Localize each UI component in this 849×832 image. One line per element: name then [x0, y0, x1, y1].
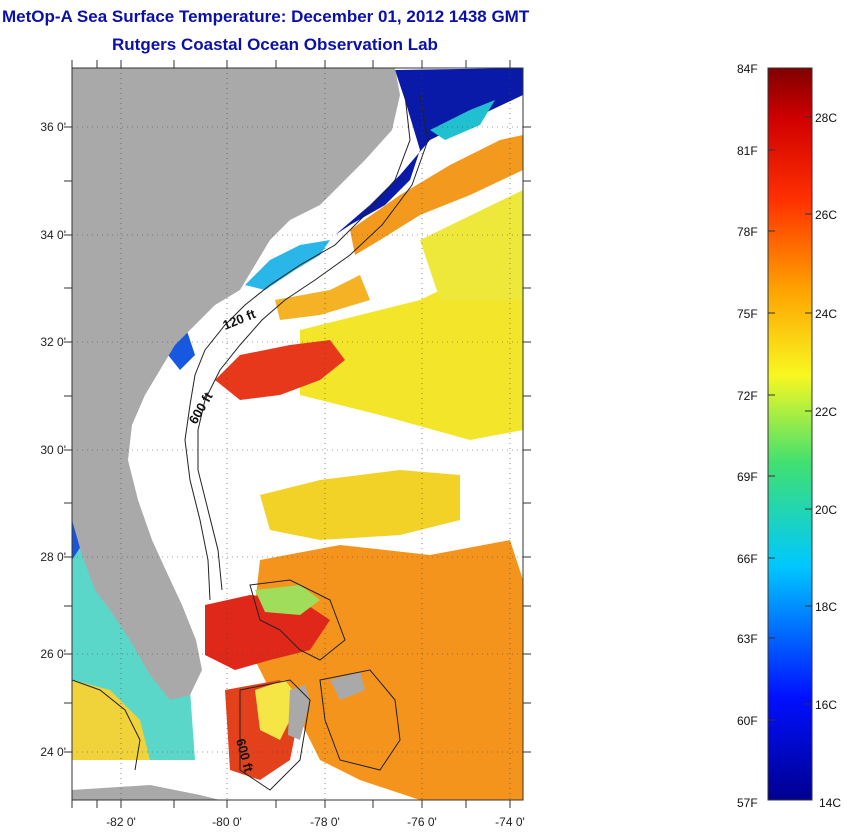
colorbar-f-label: 63F: [737, 632, 758, 646]
lon-label: -74 0': [495, 815, 525, 829]
lat-label: 28 0': [40, 550, 66, 564]
sst-gulf-warm: [72, 680, 150, 760]
longitude-labels: -82 0' -80 0' -78 0' -76 0' -74 0': [106, 815, 525, 829]
contour-bahamas: [249, 579, 346, 661]
axis-ticks: [64, 60, 531, 808]
map-subtitle: Rutgers Coastal Ocean Observation Lab: [112, 35, 438, 54]
map-title: MetOp-A Sea Surface Temperature: Decembe…: [2, 7, 530, 26]
colorbar-f-label: 75F: [737, 307, 758, 321]
sst-orange-south: [250, 540, 523, 800]
lon-label: -78 0': [310, 815, 340, 829]
lat-label: 32 0': [40, 335, 66, 349]
colorbar-c-label: 24C: [815, 307, 838, 321]
colorbar-ticks: [768, 67, 812, 801]
colorbar-f-label: 78F: [737, 225, 758, 239]
colorbar-f-label: 60F: [737, 714, 758, 728]
contour-bahamas: [319, 669, 401, 771]
colorbar-f-label: 81F: [737, 144, 758, 158]
land-cuba: [72, 785, 220, 800]
colorbar-c-label: 20C: [815, 503, 838, 517]
sst-cold-shelf-cyan: [245, 240, 330, 290]
colorbar-c-label: 16C: [815, 698, 838, 712]
lon-label: -80 0': [212, 815, 242, 829]
colorbar-c-label: 14C: [819, 796, 842, 810]
sst-green-bahamas: [255, 585, 320, 615]
sst-orange-gulfstream: [350, 135, 523, 255]
colorbar: [767, 67, 813, 801]
lon-label: -76 0': [407, 815, 437, 829]
land-bahamas: [330, 672, 365, 700]
latitude-labels: 36 0' 34 0' 32 0' 30 0' 28 0' 26 0' 24 0…: [40, 120, 66, 759]
sst-yellow-patch: [260, 470, 460, 540]
contour-bahamas: [239, 679, 311, 791]
colorbar-c-label: 26C: [815, 208, 838, 222]
contour-120ft: [184, 94, 411, 601]
colorbar-c-label: 22C: [815, 405, 838, 419]
colorbar-f-label: 72F: [737, 389, 758, 403]
sst-orange-band: [275, 275, 370, 320]
sst-yellow-region: [420, 190, 523, 300]
colorbar-f-label: 66F: [737, 552, 758, 566]
lon-label: -82 0': [106, 815, 136, 829]
sst-red-patch: [215, 340, 345, 400]
lat-label: 30 0': [40, 443, 66, 457]
lat-label: 26 0': [40, 647, 66, 661]
colorbar-c-label: 18C: [815, 600, 838, 614]
map-gridlines: [72, 68, 523, 800]
contour-600ft: [197, 94, 429, 591]
lat-label: 24 0': [40, 745, 66, 759]
lat-label: 34 0': [40, 228, 66, 242]
colorbar-c-label: 28C: [815, 111, 838, 125]
colorbar-f-label: 57F: [737, 796, 758, 810]
colorbar-f-label: 84F: [737, 62, 758, 76]
sst-yellow-bahamas: [255, 680, 300, 740]
land-southeast-us: [72, 68, 400, 700]
colorbar-f-label: 69F: [737, 470, 758, 484]
sst-cold-teal: [430, 100, 495, 140]
land-bahamas: [288, 685, 310, 740]
lat-label: 36 0': [40, 120, 66, 134]
contour-gulf: [72, 679, 141, 771]
